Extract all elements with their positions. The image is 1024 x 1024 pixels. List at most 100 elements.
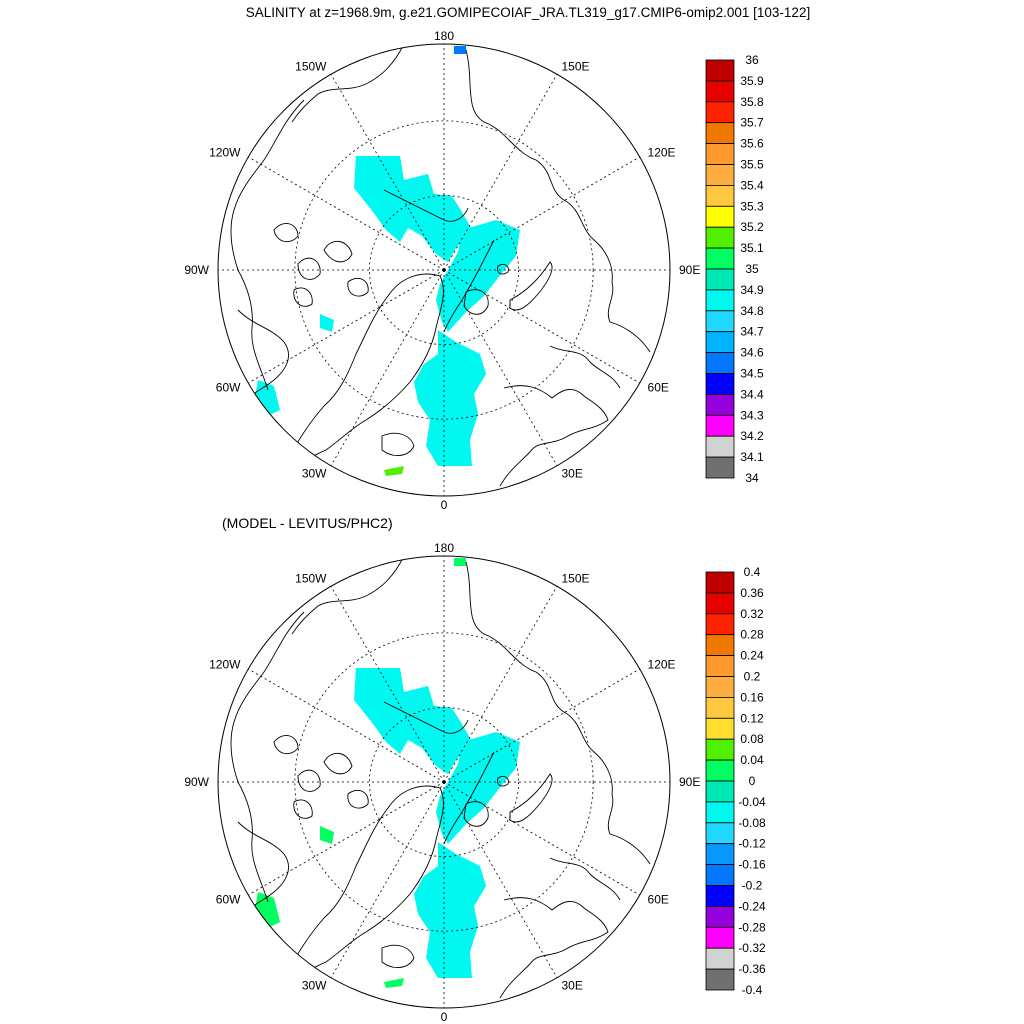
colorbar-label: 35.1 (740, 241, 764, 255)
colorbar-label: 34.8 (740, 304, 764, 318)
colorbar-label: 34.4 (740, 387, 764, 401)
map-area (218, 556, 670, 1008)
colorbar-swatch (705, 759, 735, 782)
lon-label: 60W (216, 381, 241, 395)
colorbar-label: 34.1 (740, 450, 764, 464)
coastline-15 (291, 556, 405, 635)
lon-label: 30E (562, 979, 583, 993)
colorbar-swatch (705, 738, 735, 761)
coastline-11 (293, 799, 313, 819)
region-greenland-norwegian-sea (414, 842, 486, 978)
colorbar-swatch (705, 926, 735, 949)
colorbar-swatch (705, 655, 735, 677)
colorbar-label: 0.28 (740, 628, 764, 642)
region-patch-5 (454, 46, 466, 54)
lon-label: 180 (434, 29, 454, 43)
coastline-9 (297, 257, 321, 280)
lon-label: 120W (209, 146, 241, 160)
salinity-panel: 180 150E 120E 90E 60E 30E 0 30W 60W 90W 120W 150W 36… (184, 29, 764, 512)
colorbar-swatch (705, 634, 735, 657)
lon-label: 60E (648, 381, 669, 395)
colorbar-label: 0.04 (740, 753, 764, 767)
coastline-5 (497, 263, 509, 275)
colorbar-swatch (705, 373, 735, 395)
colorbar-swatch (705, 226, 735, 249)
lon-label: 120W (209, 658, 241, 672)
lon-label: 120E (648, 658, 676, 672)
colorbar-label: 0.32 (740, 607, 764, 621)
colorbar-swatch (705, 697, 735, 719)
colorbar-swatch (705, 864, 735, 886)
coastline-11 (293, 287, 313, 307)
colorbar-label: -0.32 (738, 941, 766, 955)
colorbar-label: -0.2 (742, 879, 763, 893)
colorbar-label: -0.36 (738, 962, 766, 976)
coastline-3 (463, 801, 489, 827)
colorbar-label: 0 (749, 774, 756, 788)
coastline-4 (509, 261, 553, 311)
colorbar: 0.4 0.36 0.32 0.28 0.24 0.2 0.16 0.12 0.08 0.04 0 -… (705, 565, 766, 997)
latitude-circle-0 (369, 195, 519, 345)
region-patch-6 (384, 466, 404, 476)
colorbar-swatch (705, 122, 735, 144)
lon-label: 150E (562, 59, 590, 73)
coastline-1 (499, 897, 609, 999)
colorbar-label: 34.6 (740, 346, 764, 360)
colorbar-label: 35.5 (740, 158, 764, 172)
colorbar-swatch (705, 613, 735, 636)
colorbar-swatch (705, 843, 735, 866)
colorbar-label: 35.2 (740, 220, 764, 234)
colorbar-swatch (705, 205, 735, 228)
region-eurasian-basin (436, 732, 520, 844)
colorbar-swatch (705, 780, 735, 803)
region-patch-6 (384, 978, 404, 988)
lon-label: 30E (562, 467, 583, 481)
region-baffin-bay (320, 826, 334, 844)
colorbar-swatch (705, 247, 735, 270)
colorbar-label: -0.28 (738, 920, 766, 934)
main-title: SALINITY at z=1968.9m, g.e21.GOMIPECOIAF… (246, 5, 810, 20)
colorbar-label: 34.5 (740, 367, 764, 381)
colorbar-label: -0.24 (738, 899, 766, 913)
coastline-1 (499, 385, 609, 487)
latitude-circle-0 (369, 707, 519, 857)
coastline-2 (549, 857, 621, 901)
region-eurasian-basin (436, 220, 520, 332)
lon-label: 60E (648, 893, 669, 907)
colorbar-label: 34.3 (740, 408, 764, 422)
colorbar-swatch (705, 352, 735, 374)
region-patch-5 (454, 558, 466, 566)
coastline-10 (347, 790, 369, 809)
coastline-0 (465, 49, 651, 353)
colorbar-label: 0.12 (740, 711, 764, 725)
coastline-10 (347, 278, 369, 297)
coastline-12 (273, 223, 299, 243)
coastline-5 (497, 775, 509, 787)
region-greenland-norwegian-sea (414, 330, 486, 466)
latitude-circle-1 (294, 120, 594, 420)
colorbar-swatch (705, 143, 735, 165)
colorbar-label: 35.3 (740, 199, 764, 213)
colorbar-swatch (705, 592, 735, 615)
colorbar-label: 34.9 (740, 283, 764, 297)
colorbar-label: -0.4 (742, 983, 763, 997)
coastline-7 (381, 432, 415, 456)
colorbar-swatch (705, 968, 735, 991)
coastline-8 (323, 752, 353, 775)
colorbar-swatch (705, 80, 735, 103)
lon-label: 120E (648, 146, 676, 160)
lon-label: 30W (302, 979, 327, 993)
region-canada-basin (354, 156, 472, 262)
latitude-circle-1 (294, 632, 594, 932)
colorbar-label: 0.24 (740, 649, 764, 663)
colorbar-swatch (705, 801, 735, 824)
lon-label: 90E (679, 775, 700, 789)
colorbar-swatch (705, 268, 735, 291)
coastline-14 (237, 821, 289, 921)
colorbar-label: 0.16 (740, 690, 764, 704)
colorbar-swatch (705, 906, 735, 928)
colorbar-swatch (705, 289, 735, 312)
colorbar-swatch (705, 676, 735, 698)
colorbar-swatch (705, 101, 735, 124)
